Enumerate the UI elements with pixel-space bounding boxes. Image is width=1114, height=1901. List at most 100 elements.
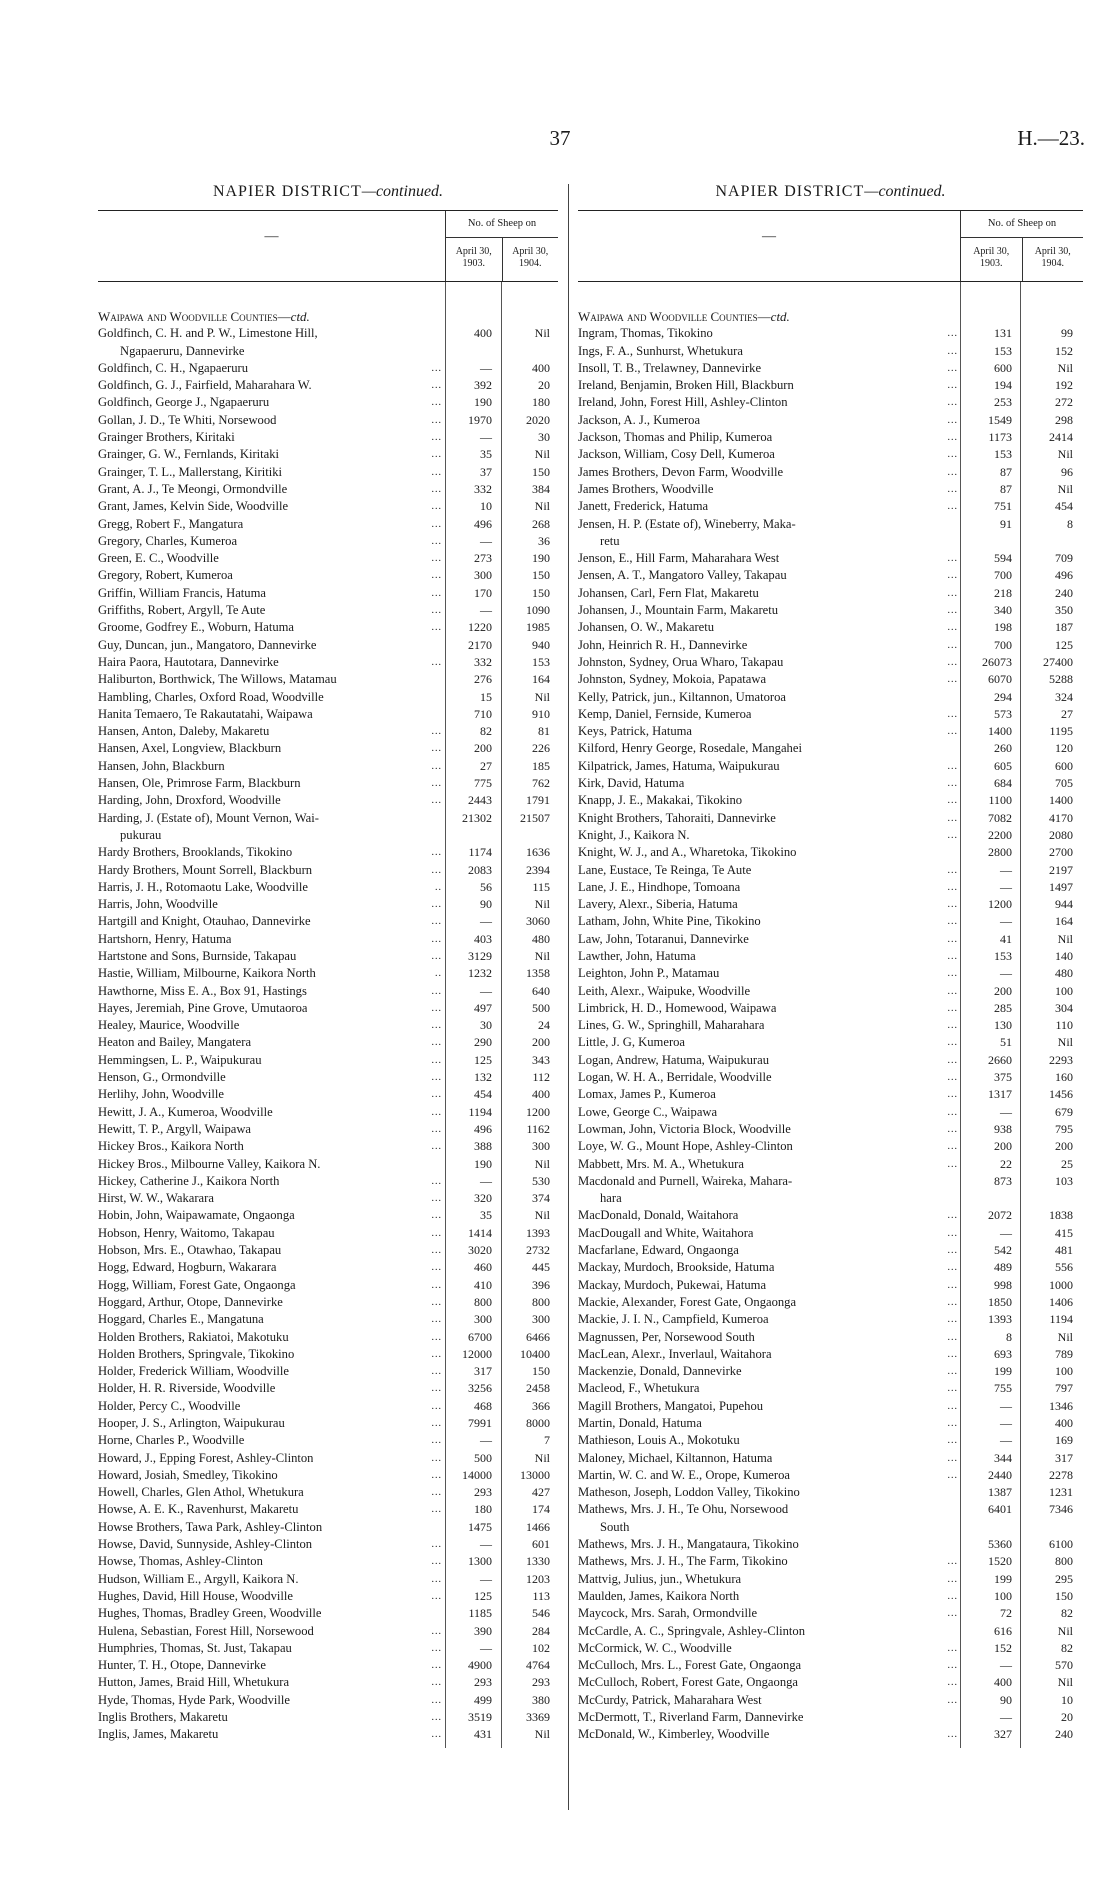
owner-cell: Martin, W. C. and W. E., Orope, Kumeroa.… (578, 1467, 960, 1484)
owner-cell: Hartshorn, Henry, Hatuma... (98, 931, 444, 948)
table-row: Kemp, Daniel, Fernside, Kumeroa... 573 27 (578, 706, 1083, 723)
sheep-1904: 1636 (526, 845, 550, 860)
table-body: Waipawa and Woodville Counties—ctd. Goldf… (98, 282, 558, 1748)
owner-cell: Knight Brothers, Tahoraiti, Dannevirke..… (578, 810, 960, 827)
sheep-1904: 200 (1055, 1139, 1073, 1154)
dot-leader: ... (947, 1089, 958, 1101)
table-row: Hastie, William, Milbourne, Kaikora Nort… (98, 965, 558, 982)
table-row: Johansen, Carl, Fern Flat, Makaretu... 21… (578, 585, 1083, 602)
table-row: Hughes, Thomas, Bradley Green, Woodville… (98, 1605, 558, 1622)
sheep-1903: 1317 (988, 1087, 1012, 1102)
sheep-1903: 2072 (988, 1208, 1012, 1223)
table-row: Hoggard, Charles E., Mangatuna... 300 300 (98, 1311, 558, 1328)
owner-name: Lomax, James P., Kumeroa (578, 1087, 716, 1102)
owner-name: Hobson, Mrs. E., Otawhao, Takapau (98, 1243, 282, 1258)
sheep-1904: 100 (1055, 1364, 1073, 1379)
sheep-1903: 2443 (468, 793, 492, 808)
owner-cell: Johansen, J., Mountain Farm, Makaretu... (578, 602, 960, 619)
sheep-1903: 198 (994, 620, 1012, 635)
table-row: Harris, J. H., Rotomaotu Lake, Woodville… (98, 879, 558, 896)
sheep-1904: Nil (534, 326, 550, 341)
sheep-1903: 468 (474, 1398, 492, 1413)
owner-name: Jensen, H. P. (Estate of), Wineberry, Ma… (578, 516, 796, 531)
owner-name: Holder, Frederick William, Woodville (98, 1364, 289, 1379)
table-row: Lowman, John, Victoria Block, Woodville.… (578, 1121, 1083, 1138)
sheep-1904: 20 (538, 378, 550, 393)
sheep-1904: 384 (532, 481, 550, 496)
table-row: Horne, Charles P., Woodville... — 7 (98, 1432, 558, 1449)
owner-name: Hooper, J. S., Arlington, Waipukurau (98, 1416, 285, 1430)
dot-leader: ... (947, 622, 958, 634)
table-row: Loye, W. G., Mount Hope, Ashley-Clinton.… (578, 1138, 1083, 1155)
sheep-1903: 388 (474, 1139, 492, 1154)
dot-leader: ... (431, 950, 442, 962)
owner-name: Logan, Andrew, Hatuma, Waipukurau (578, 1052, 769, 1067)
table-row: Leith, Alexr., Waipuke, Woodville... 200 1… (578, 983, 1083, 1000)
owner-name: Hughes, Thomas, Bradley Green, Woodville (98, 1606, 322, 1621)
sheep-1903: — (480, 533, 492, 548)
table-row: Hardy Brothers, Mount Sorrell, Blackburn… (98, 862, 558, 879)
owner-name: McCardle, A. C., Springvale, Ashley-Clin… (578, 1623, 806, 1638)
owner-name: Ireland, Benjamin, Broken Hill, Blackbur… (578, 378, 794, 393)
dot-leader: ... (431, 1089, 442, 1101)
owner-cell: Mackay, Murdoch, Brookside, Hatuma... (578, 1259, 960, 1276)
sheep-1903: 332 (474, 654, 492, 669)
owner-name: MacLean, Alexr., Inverlaul, Waitahora (578, 1346, 772, 1361)
table-row: Hoggard, Arthur, Otope, Dannevirke... 800… (98, 1294, 558, 1311)
dot-leader: ... (947, 1331, 958, 1343)
owner-name: MacDougall and White, Waitahora (578, 1225, 754, 1240)
dot-leader: ... (947, 1383, 958, 1395)
table-row: Lawther, John, Hatuma... 153 140 (578, 948, 1083, 965)
sheep-1904: 150 (532, 568, 550, 583)
owner-name: Magnussen, Per, Norsewood South (578, 1329, 755, 1344)
owner-name: Horne, Charles P., Woodville (98, 1433, 245, 1448)
owner-name: Johansen, O. W., Makaretu (578, 620, 715, 635)
table-row: Ingram, Thomas, Tikokino... 131 99 (578, 325, 1083, 342)
owner-name: Hoggard, Charles E., Mangatuna (98, 1312, 264, 1327)
owner-cell: James Brothers, Woodville... (578, 481, 960, 498)
sheep-1904: 115 (532, 879, 550, 894)
owner-cell: Janett, Frederick, Hatuma... (578, 498, 960, 515)
sheep-1904: 226 (532, 741, 550, 756)
owner-cell: Jenson, E., Hill Farm, Maharahara West..… (578, 550, 960, 567)
sheep-1903: 91 (1000, 516, 1012, 531)
owner-name: McCurdy, Patrick, Maharahara West (578, 1692, 762, 1707)
sheep-1904: 6100 (1049, 1537, 1073, 1552)
table-row: Holden Brothers, Springvale, Tikokino...… (98, 1346, 558, 1363)
owner-cell: Hewitt, T. P., Argyll, Waipawa... (98, 1121, 444, 1138)
owner-name: Grant, A. J., Te Meongi, Ormondville (98, 481, 288, 496)
sheep-1904: 2080 (1049, 827, 1073, 842)
owner-cell: Inglis Brothers, Makaretu... (98, 1709, 444, 1726)
owner-name: Janett, Frederick, Hatuma (578, 499, 709, 514)
sheep-1903: 6700 (468, 1329, 492, 1344)
sheep-1904: 150 (532, 1364, 550, 1379)
owner-cell: Guy, Duncan, jun., Mangatoro, Dannevirke (98, 637, 444, 654)
table-row: Inglis Brothers, Makaretu... 3519 3369 (98, 1709, 558, 1726)
sheep-1903: 684 (994, 776, 1012, 791)
section-suffix: ctd. (770, 309, 790, 324)
dot-leader: ... (947, 501, 958, 513)
sheep-1904: 1985 (526, 620, 550, 635)
dot-leader: ... (431, 743, 442, 755)
owner-cell: Jensen, H. P. (Estate of), Wineberry, Ma… (578, 516, 960, 533)
owner-name-continued: pukurau (120, 827, 162, 842)
owner-cell: Herlihy, John, Woodville... (98, 1086, 444, 1103)
owner-name: MacDonald, Donald, Waitahora (578, 1208, 739, 1223)
sheep-1904: 795 (1055, 1121, 1073, 1136)
sheep-1903: 320 (474, 1191, 492, 1206)
header-blank: — (264, 229, 279, 244)
table-row: Hobin, John, Waipawamate, Ongaonga... 35 N… (98, 1207, 558, 1224)
sheep-1903: 1850 (988, 1294, 1012, 1309)
sheep-1904: 152 (1055, 343, 1073, 358)
table-row: Knight, J., Kaikora N.... 2200 2080 (578, 827, 1083, 844)
sheep-1904: 200 (532, 1035, 550, 1050)
sheep-1904: 99 (1061, 326, 1073, 341)
owner-name: Hansen, Anton, Daleby, Makaretu (98, 724, 270, 739)
owner-cell: Mabbett, Mrs. M. A., Whetukura... (578, 1156, 960, 1173)
table-row: Griffin, William Francis, Hatuma... 170 15… (98, 585, 558, 602)
owner-cell: Grainger, G. W., Fernlands, Kiritaki... (98, 446, 444, 463)
table-row: Knight Brothers, Tahoraiti, Dannevirke..… (578, 810, 1083, 827)
dot-leader: ... (947, 1262, 958, 1274)
sheep-1903: 15 (480, 689, 492, 704)
table-row: Healey, Maurice, Woodville... 30 24 (98, 1017, 558, 1034)
